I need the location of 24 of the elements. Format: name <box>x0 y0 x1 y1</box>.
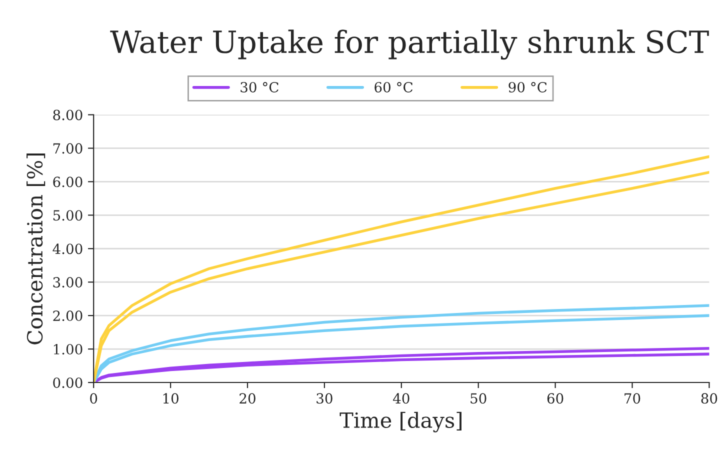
y-tick-label: 7.00 <box>53 143 82 154</box>
x-tick-label: 10 <box>163 393 178 404</box>
x-axis-title: Time [days] <box>340 412 462 432</box>
y-tick-label: 8.00 <box>53 110 82 120</box>
x-tick-label: 40 <box>392 393 410 404</box>
y-tick-label: 6.00 <box>53 176 82 188</box>
y-tick-label: 5.00 <box>53 210 82 221</box>
chart-title: Water Uptake for partially shrunk SCT <box>110 30 709 60</box>
y-axis-title: Concentration [%] <box>26 154 46 344</box>
y-tick-label: 2.00 <box>53 310 82 322</box>
y-tick-label: 1.00 <box>54 344 82 355</box>
legend-label: 60 °C <box>374 82 413 92</box>
legend-label: 90 °C <box>508 82 547 92</box>
legend-label: 30 °C <box>240 82 278 92</box>
y-tick-label: 4.00 <box>52 244 82 254</box>
x-tick-label: 80 <box>701 393 718 404</box>
y-tick-label: 3.00 <box>53 277 82 288</box>
x-tick-label: 70 <box>624 393 640 404</box>
x-tick-label: 50 <box>470 393 486 404</box>
x-tick-label: 30 <box>316 393 332 404</box>
y-tick-label: 0.00 <box>53 377 82 388</box>
x-tick-label: 0 <box>90 393 98 404</box>
x-tick-label: 20 <box>240 393 256 404</box>
x-tick-label: 60 <box>547 393 564 404</box>
